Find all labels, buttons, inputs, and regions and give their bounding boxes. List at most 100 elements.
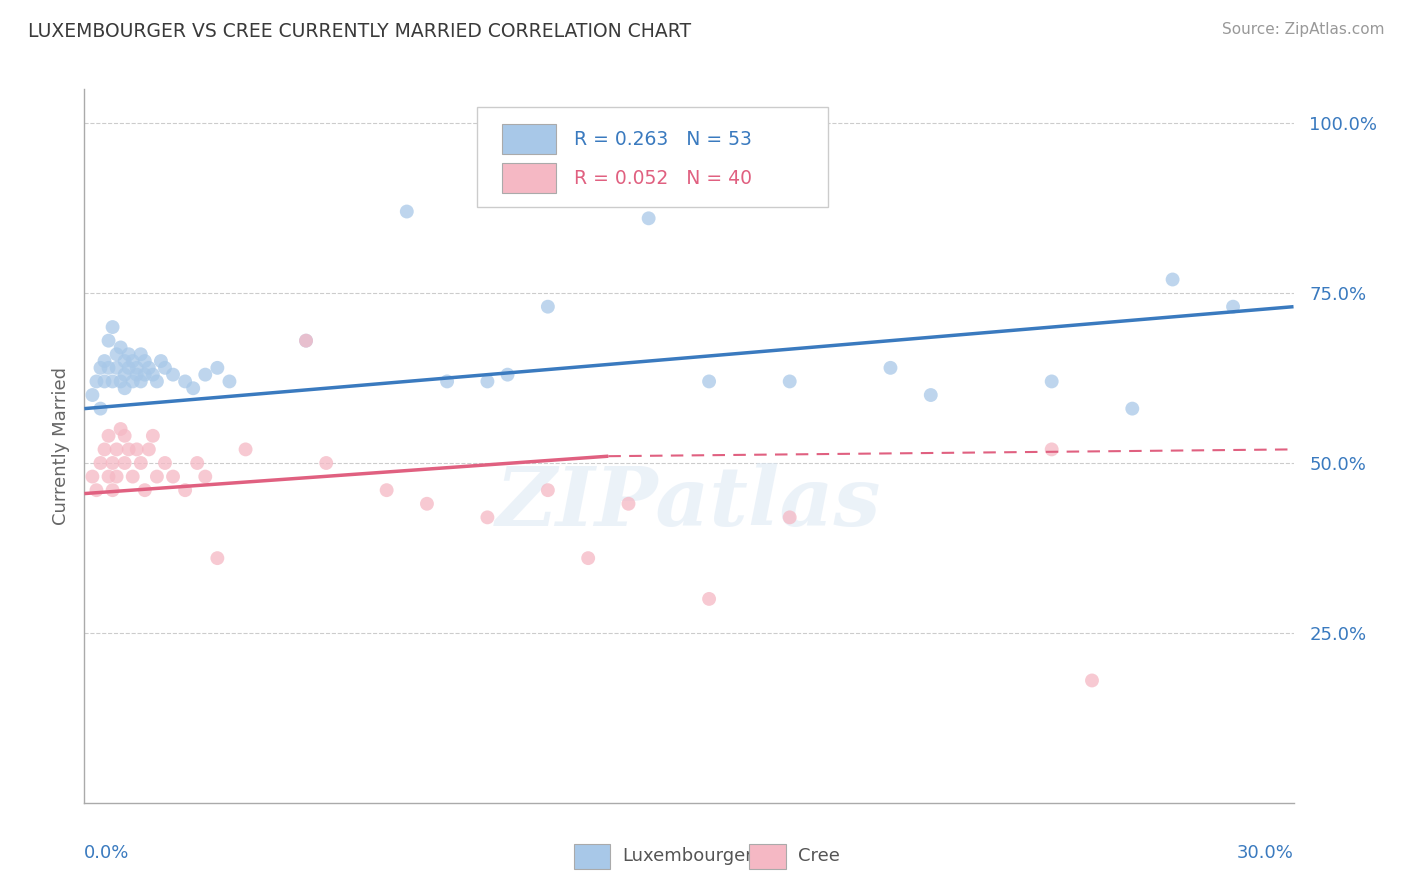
Point [142,429,165,443]
Point [162,469,184,483]
Point [134,483,156,498]
Point [101,320,124,334]
Text: Luxembourgers: Luxembourgers [623,847,762,865]
FancyBboxPatch shape [574,844,610,869]
Point [181,381,204,395]
Point [125,368,148,382]
Point [207,551,229,566]
Point [697,375,720,389]
Point [194,469,217,483]
Point [395,204,418,219]
Point [315,456,337,470]
Point [1121,401,1143,416]
Point [82,388,104,402]
Point [134,368,156,382]
Point [125,442,148,457]
Point [138,442,160,457]
Point [105,442,128,457]
Text: LUXEMBOURGER VS CREE CURRENTLY MARRIED CORRELATION CHART: LUXEMBOURGER VS CREE CURRENTLY MARRIED C… [28,22,692,41]
Point [101,456,124,470]
Point [779,375,801,389]
Point [697,591,720,606]
Point [101,483,124,498]
Point [295,334,318,348]
Point [146,469,169,483]
Point [617,497,640,511]
Point [86,375,108,389]
Point [129,347,152,361]
Point [537,483,560,498]
Point [295,334,318,348]
Text: ZIPatlas: ZIPatlas [496,463,882,543]
Point [375,483,398,498]
Point [920,388,942,402]
Point [105,360,128,375]
Point [86,483,108,498]
Point [186,456,208,470]
Point [93,375,115,389]
Point [121,469,143,483]
Point [142,368,165,382]
Point [1081,673,1104,688]
Point [146,375,169,389]
Point [162,368,184,382]
Point [89,456,111,470]
Point [114,368,136,382]
Point [194,368,217,382]
FancyBboxPatch shape [502,124,555,154]
Point [149,354,172,368]
Point [153,360,176,375]
Point [134,354,156,368]
Point [97,360,120,375]
Text: 0.0%: 0.0% [84,844,129,862]
Point [110,341,132,355]
Point [1040,442,1063,457]
Point [114,429,136,443]
Point [174,375,197,389]
Point [153,456,176,470]
Point [129,456,152,470]
Point [93,442,115,457]
FancyBboxPatch shape [478,107,828,207]
Point [207,360,229,375]
Point [576,551,599,566]
Point [110,422,132,436]
Point [101,375,124,389]
Text: 30.0%: 30.0% [1237,844,1294,862]
Point [89,360,111,375]
Point [114,354,136,368]
Point [105,347,128,361]
Point [477,375,499,389]
Point [118,347,141,361]
Point [779,510,801,524]
Text: Cree: Cree [797,847,839,865]
Point [105,469,128,483]
FancyBboxPatch shape [502,163,555,194]
Point [114,456,136,470]
Point [82,469,104,483]
Point [174,483,197,498]
Point [477,510,499,524]
Point [121,375,143,389]
Point [879,360,901,375]
Point [496,368,519,382]
Point [114,381,136,395]
Point [121,354,143,368]
Point [436,375,458,389]
Point [125,360,148,375]
Point [1040,375,1063,389]
Point [1161,272,1184,286]
Point [235,442,257,457]
Point [138,360,160,375]
Point [118,360,141,375]
FancyBboxPatch shape [749,844,786,869]
Point [97,429,120,443]
Point [97,469,120,483]
Point [93,354,115,368]
Point [1222,300,1244,314]
Point [129,375,152,389]
Point [89,401,111,416]
Text: R = 0.052   N = 40: R = 0.052 N = 40 [574,169,752,188]
Point [637,211,659,226]
Point [110,375,132,389]
